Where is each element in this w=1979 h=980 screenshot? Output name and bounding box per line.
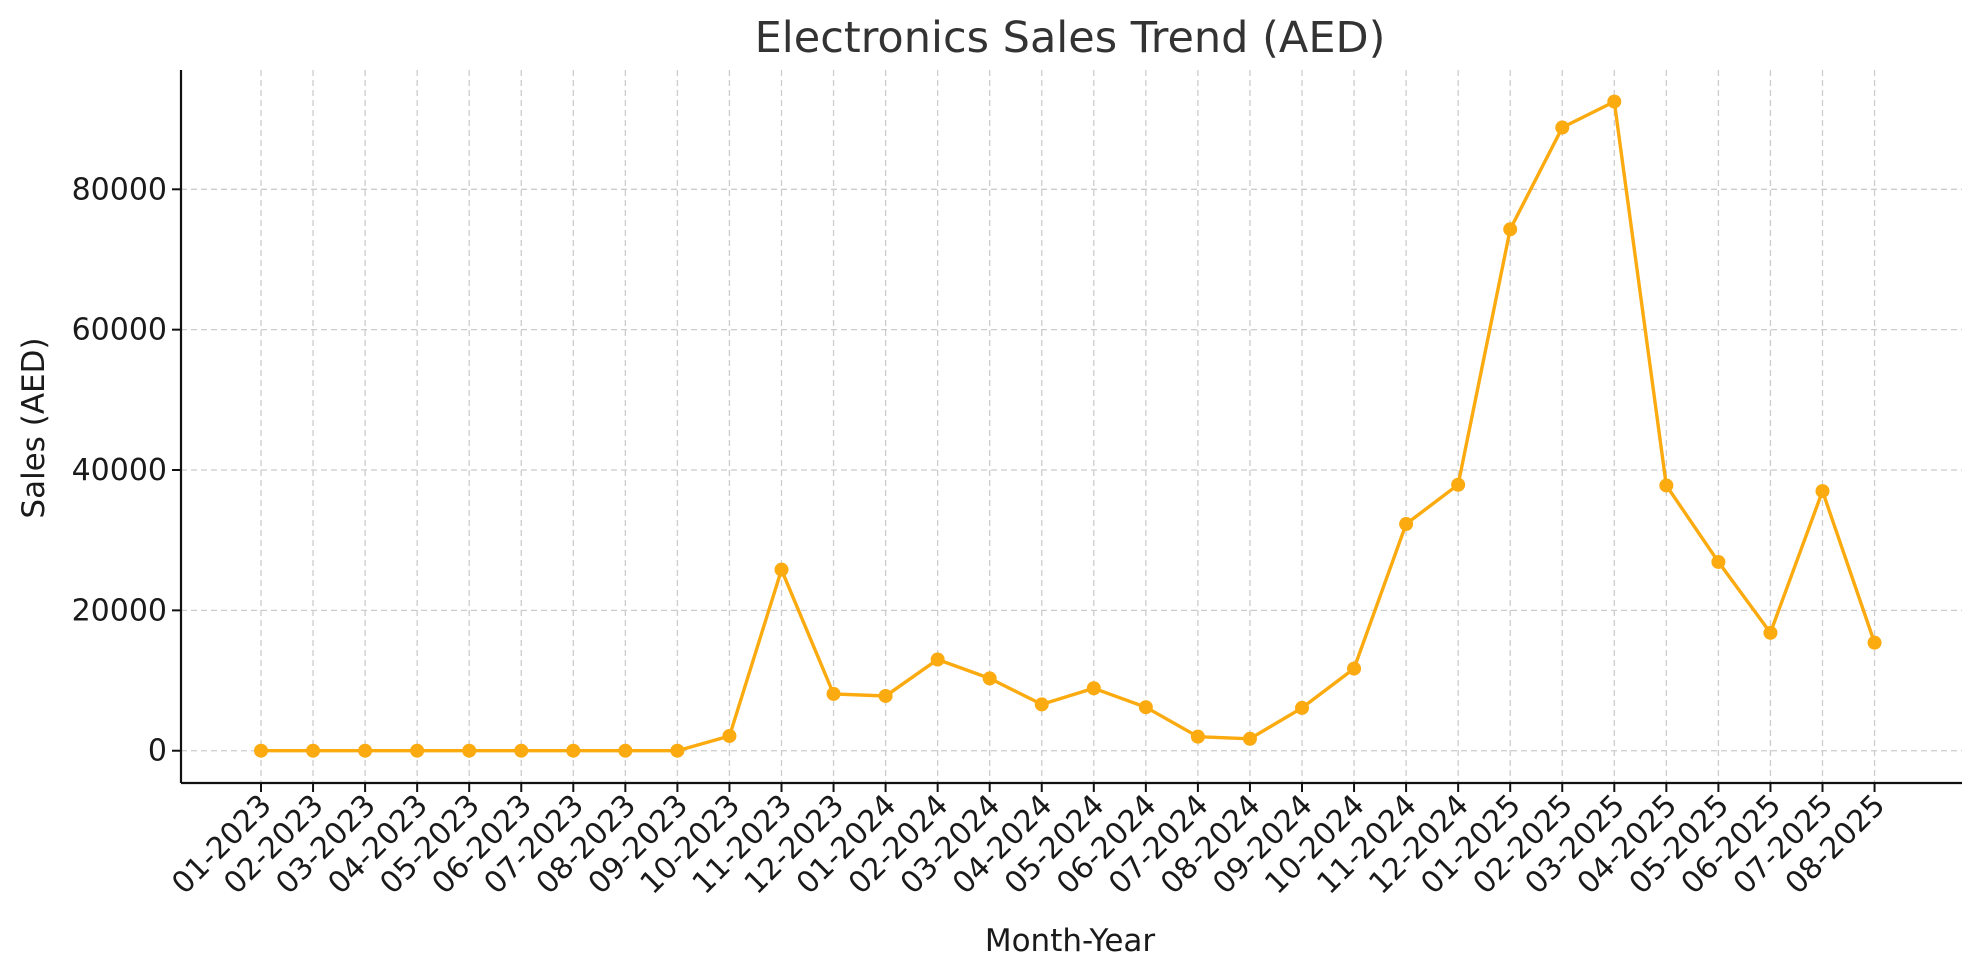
- y-axis-ticks: 0 20000 40000 60000 80000: [72, 172, 181, 769]
- data-point: [1503, 222, 1518, 237]
- data-point: [982, 671, 997, 686]
- series-line: [261, 99, 1877, 753]
- x-axis-label: Month-Year: [985, 923, 1156, 959]
- data-point: [358, 743, 373, 758]
- x-axis-ticks: 01-202302-202303-202304-202305-202306-20…: [165, 783, 1892, 901]
- data-point: [1763, 625, 1778, 640]
- data-point: [1086, 681, 1101, 696]
- data-point: [1190, 729, 1205, 744]
- data-point: [1347, 661, 1362, 676]
- data-point: [1659, 478, 1674, 493]
- y-tick-label: 60000: [72, 313, 167, 348]
- data-point: [306, 743, 321, 758]
- data-point: [1242, 731, 1257, 746]
- data-point: [826, 686, 841, 701]
- y-tick-label: 40000: [72, 453, 167, 488]
- data-point: [410, 743, 425, 758]
- data-point: [930, 652, 945, 667]
- series-layer: [254, 94, 1882, 758]
- data-point: [1399, 517, 1414, 532]
- data-point: [618, 743, 633, 758]
- data-point: [774, 562, 789, 577]
- data-point: [566, 743, 581, 758]
- grid-lines: [181, 70, 1962, 783]
- data-point: [1295, 700, 1309, 715]
- data-point: [1034, 697, 1049, 712]
- data-point: [670, 743, 685, 758]
- chart-title: Electronics Sales Trend (AED): [755, 13, 1386, 63]
- data-point: [1607, 94, 1622, 109]
- y-axis-label: Sales (AED): [16, 337, 52, 518]
- data-point: [1867, 635, 1882, 650]
- data-point: [254, 743, 268, 758]
- data-point: [878, 688, 893, 703]
- data-point: [462, 743, 477, 758]
- y-tick-label: 80000: [72, 172, 167, 207]
- data-point: [1555, 120, 1570, 135]
- data-point: [1711, 554, 1726, 569]
- axes: [179, 70, 1962, 785]
- data-point: [722, 728, 737, 743]
- data-point: [514, 743, 529, 758]
- data-point: [1815, 484, 1830, 499]
- y-tick-label: 20000: [72, 593, 167, 628]
- data-point: [1451, 477, 1466, 492]
- y-tick-label: 0: [148, 734, 167, 769]
- data-point: [1138, 700, 1153, 715]
